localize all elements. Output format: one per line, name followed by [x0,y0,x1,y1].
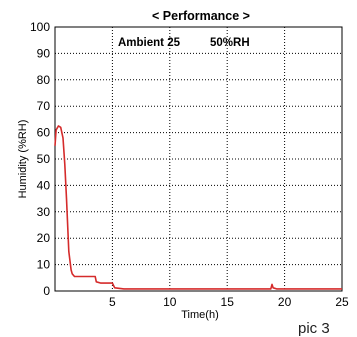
y-tick-label: 0 [43,284,50,298]
y-axis-label: Humidity (%RH) [17,120,29,199]
chart-title: < Performance > [152,9,250,23]
annotation-humidity: 50%RH [210,37,250,49]
grid [55,27,342,291]
y-tick-label: 70 [37,99,51,113]
y-tick-label: 30 [37,205,51,219]
y-tick-label: 50 [37,152,51,166]
annotation-ambient: Ambient 25 [118,37,181,49]
y-tick-label: 40 [37,178,51,192]
x-axis-label: Time(h) [181,309,218,321]
y-tick-label: 10 [37,258,51,272]
series [54,125,342,290]
x-tick-label: 20 [278,295,292,309]
plot-frame [54,26,343,292]
y-tick-label: 60 [37,126,51,140]
x-tick-label: 5 [109,295,116,309]
pic-label: pic 3 [298,320,330,337]
y-tick-label: 80 [37,73,51,87]
x-tick-label: 10 [163,295,177,309]
x-tick-label: 15 [221,295,235,309]
y-tick-label: 20 [37,231,51,245]
y-axis-ticks: 0 10 20 30 40 50 60 70 80 90 100 [30,20,50,298]
y-tick-label: 90 [37,46,51,60]
x-axis-ticks: 5 10 15 20 25 [109,295,349,309]
series-line-0 [54,125,342,290]
x-tick-label: 25 [335,295,349,309]
y-tick-label: 100 [30,20,50,34]
